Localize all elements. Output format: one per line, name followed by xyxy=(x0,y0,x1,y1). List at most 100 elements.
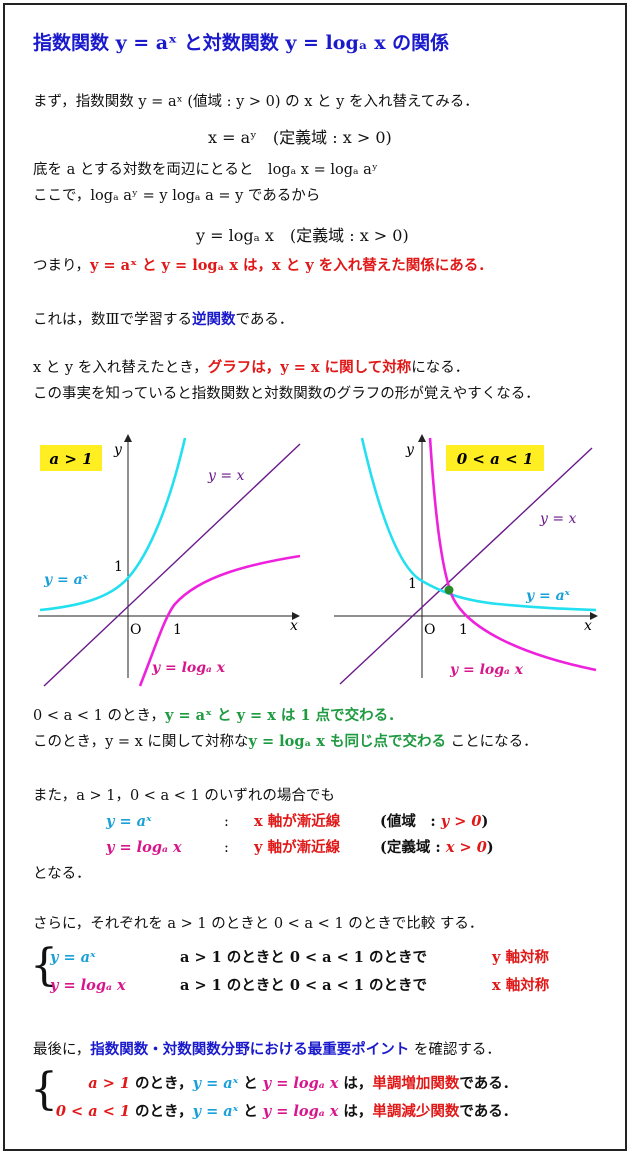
asymptote-row-exp: y = aˣ: x 軸が漸近線 (値域 : y > 0) xyxy=(106,812,488,832)
text-line-12: さらに，それぞれを a > 1 のときと 0 < a < 1 のときで比較 する… xyxy=(33,916,484,932)
point-dec-tail: である． xyxy=(459,1103,518,1120)
asymptote-exp-range: y > 0 xyxy=(440,813,482,830)
key-point-heading: 指数関数・対数関数分野における最重要ポイント xyxy=(90,1041,410,1058)
origin-label: O xyxy=(424,622,435,638)
point-increasing: a > 1 のとき，y = aˣ と y = logₐ x は，単調増加関数であ… xyxy=(50,1074,517,1094)
compare-exp-result: y 軸対称 xyxy=(492,949,549,966)
point-dec-exp: y = aˣ xyxy=(192,1103,239,1120)
point-dec-log: y = logₐ x xyxy=(262,1103,339,1120)
inverse-function-term: 逆関数 xyxy=(191,311,236,328)
text-line-9: このとき，y = x に関して対称なy = logₐ x も同じ点で交わる こと… xyxy=(33,732,538,752)
key-relation: y = aˣ と y = logₐ x は，x と y を入れ替えた関係にある． xyxy=(90,257,493,274)
asymptote-row-log: y = logₐ x: y 軸が漸近線 (定義域 : x > 0) xyxy=(106,838,494,858)
point-inc-result: 単調増加関数 xyxy=(372,1075,460,1092)
compare-exp-func: y = aˣ xyxy=(50,949,96,966)
tick-y-1: 1 xyxy=(408,576,417,592)
tick-y-1: 1 xyxy=(114,559,123,575)
text-line-6-tail: になる． xyxy=(411,360,470,376)
asymptote-log-domain: x > 0 xyxy=(445,839,487,856)
compare-log-condition: a > 1 のときと 0 < a < 1 のときで xyxy=(180,977,427,994)
asymptote-log-domain-label: (定義域 : xyxy=(380,839,446,856)
y-axis-label: y xyxy=(405,442,415,458)
text-line-4: つまり，y = aˣ と y = logₐ x は，x と y を入れ替えた関係… xyxy=(33,256,493,276)
exp-label: y = aˣ xyxy=(525,588,571,604)
identity-label: y = x xyxy=(539,511,577,527)
badge-label: 0 < a < 1 xyxy=(457,450,534,468)
text-line-9-lead: このとき，y = x に関して対称な xyxy=(33,734,249,750)
compare-exp-condition: a > 1 のときと 0 < a < 1 のときで xyxy=(180,949,427,966)
y-axis-label: y xyxy=(113,442,123,458)
log-label: y = logₐ x xyxy=(449,662,524,678)
log-curve xyxy=(138,554,301,687)
symmetry-statement: グラフは，y = x に関して対称 xyxy=(207,359,412,376)
text-line-11: となる． xyxy=(33,866,91,882)
text-line-13: 最後に，指数関数・対数関数分野における最重要ポイント を確認する． xyxy=(33,1040,501,1060)
exp-label: y = aˣ xyxy=(43,572,89,588)
badge-bg xyxy=(446,445,544,471)
x-axis-label: x xyxy=(290,618,298,634)
asymptote-exp-colon: : xyxy=(224,814,229,830)
point-inc-log: y = logₐ x xyxy=(262,1075,339,1092)
text-line-4-lead: つまり， xyxy=(33,258,90,274)
text-line-8: 0 < a < 1 のとき，y = aˣ と y = x は 1 点で交わる． xyxy=(33,706,403,726)
tick-x-1: 1 xyxy=(173,622,182,638)
point-inc-tail: である． xyxy=(459,1075,518,1092)
text-line-6: x と y を入れ替えたとき，グラフは，y = x に関して対称になる． xyxy=(33,358,469,378)
point-dec-result: 単調減少関数 xyxy=(372,1103,460,1120)
exp-curve xyxy=(39,437,187,612)
page-frame xyxy=(3,3,627,1151)
text-line-10: また，a > 1，0 < a < 1 のいずれの場合でも xyxy=(33,788,335,804)
equation-2: y = logₐ x (定義域 : x > 0) xyxy=(196,226,409,245)
point-dec-topic: は， xyxy=(338,1103,373,1120)
text-line-6-lead: x と y を入れ替えたとき， xyxy=(33,360,208,376)
asymptote-exp-func: y = aˣ xyxy=(106,813,152,830)
point-inc-when: のとき， xyxy=(130,1075,193,1092)
identity-line xyxy=(339,447,593,685)
compare-brace: { xyxy=(30,940,58,991)
badge-label: a > 1 xyxy=(49,450,92,468)
log-label: y = logₐ x xyxy=(151,660,226,676)
text-line-8-lead: 0 < a < 1 のとき， xyxy=(33,708,166,724)
point-dec-when: のとき， xyxy=(130,1103,193,1120)
graph-a-greater-1: a > 1 y x O 1 1 y = x y = aˣ y = logₐ x xyxy=(38,434,301,687)
origin-label: O xyxy=(130,622,141,638)
text-line-5: これは，数Ⅲで学習する逆関数である． xyxy=(33,310,293,330)
asymptote-log-colon: : xyxy=(224,840,229,856)
graph-a-between-0-1: 0 < a < 1 y x O 1 1 y = x y = aˣ y = log… xyxy=(334,434,598,685)
log-curve xyxy=(428,437,597,672)
point-inc-and: と xyxy=(238,1075,263,1092)
point-decreasing: 0 < a < 1 のとき，y = aˣ と y = logₐ x は，単調減少… xyxy=(50,1102,517,1122)
text-line-2: 底を a とする対数を両辺にとると logₐ x = logₐ aʸ xyxy=(33,162,378,178)
tick-x-1: 1 xyxy=(459,622,468,638)
point-inc-exp: y = aˣ xyxy=(192,1075,239,1092)
compare-log-result: x 軸対称 xyxy=(492,977,550,994)
x-axis-label: x xyxy=(584,618,592,634)
text-line-1: まず，指数関数 y = aˣ (値域 : y > 0) の x と y を入れ替… xyxy=(33,94,479,110)
identity-line xyxy=(43,443,301,687)
text-line-13-lead: 最後に， xyxy=(33,1042,91,1058)
point-inc-topic: は， xyxy=(338,1075,373,1092)
identity-label: y = x xyxy=(207,468,245,484)
asymptote-log-func: y = logₐ x xyxy=(106,839,182,856)
text-line-5-lead: これは，数Ⅲで学習する xyxy=(33,312,192,328)
asymptote-log-axis: y 軸が漸近線 xyxy=(254,839,340,856)
badge-bg xyxy=(40,445,102,471)
text-line-13-tail: を確認する． xyxy=(409,1042,501,1058)
point-dec-and: と xyxy=(238,1103,263,1120)
asymptote-exp-range-label: (値域 : xyxy=(380,813,441,830)
point-dec-condition: 0 < a < 1 xyxy=(55,1103,130,1120)
asymptote-exp-axis: x 軸が漸近線 xyxy=(254,813,341,830)
point-inc-condition: a > 1 xyxy=(88,1075,130,1092)
exp-curve xyxy=(360,437,597,612)
text-line-7: この事実を知っていると指数関数と対数関数のグラフの形が覚えやすくなる． xyxy=(33,386,540,402)
asymptote-log-paren: ) xyxy=(486,839,494,856)
equation-1: x = aʸ (定義域 : x > 0) xyxy=(208,128,392,147)
text-line-5-tail: である． xyxy=(235,312,294,328)
compare-row-log: y = logₐ x a > 1 のときと 0 < a < 1 のときで x 軸対称 xyxy=(50,976,549,996)
compare-log-func: y = logₐ x xyxy=(50,977,126,994)
compare-row-exp: y = aˣ a > 1 のときと 0 < a < 1 のときで y 軸対称 xyxy=(50,948,549,968)
text-line-3: ここで，logₐ aʸ = y logₐ a = y であるから xyxy=(33,188,321,204)
points-brace: { xyxy=(30,1064,58,1115)
page-title: 指数関数 y = aˣ と対数関数 y = logₐ x の関係 xyxy=(33,32,450,54)
intersection-point xyxy=(444,585,454,595)
